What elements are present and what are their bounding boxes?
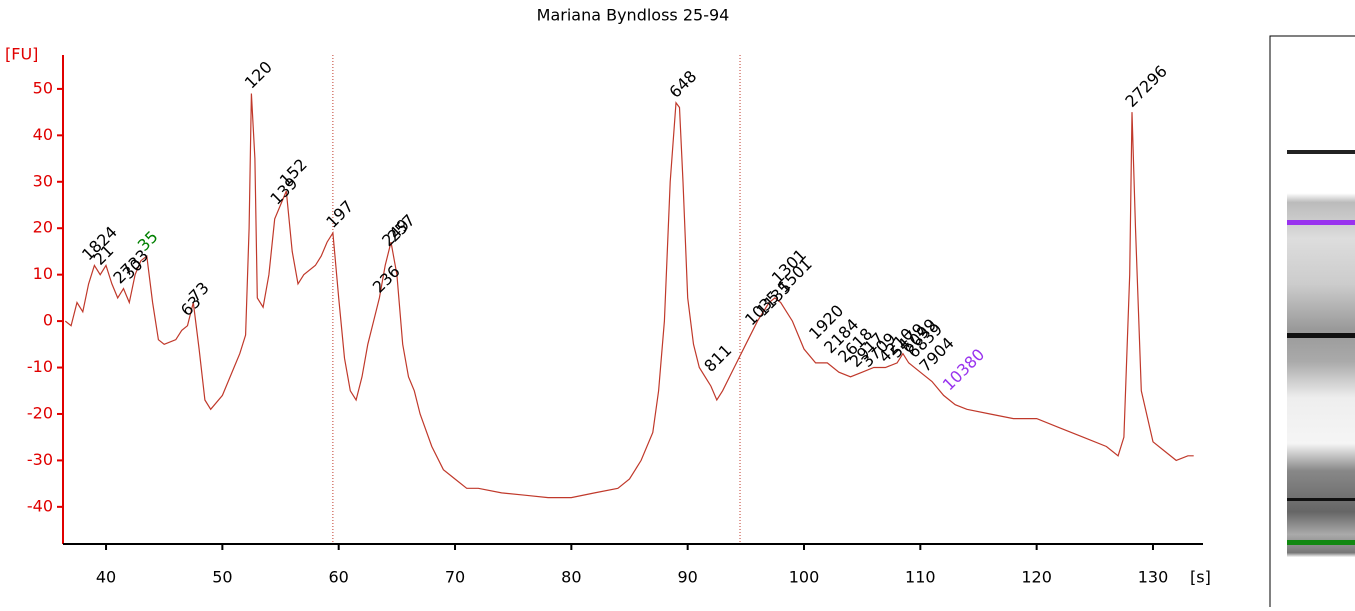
- peak-label: 120: [241, 57, 276, 92]
- y-tick-label: 40: [33, 125, 53, 144]
- peak-label: 27296: [1121, 62, 1170, 111]
- x-tick-label: 130: [1138, 568, 1169, 587]
- y-tick-label: 30: [33, 171, 53, 190]
- x-tick-label: 50: [212, 568, 232, 587]
- x-tick-label: 70: [445, 568, 465, 587]
- y-tick-label: 10: [33, 264, 53, 283]
- y-tick-label: -30: [27, 450, 53, 469]
- x-tick-label: 90: [677, 568, 697, 587]
- x-tick-label: 60: [329, 568, 349, 587]
- x-tick-label: 120: [1021, 568, 1052, 587]
- x-axis-label: [s]: [1190, 568, 1211, 587]
- gel-marker-band: [1287, 540, 1355, 545]
- chart-title: Mariana Byndloss 25-94: [537, 6, 730, 25]
- y-tick-label: -10: [27, 357, 53, 376]
- peak-label: 811: [700, 341, 735, 376]
- trace: [64, 93, 1194, 499]
- gel-band: [1287, 333, 1355, 338]
- y-tick-label: 50: [33, 78, 53, 97]
- gel-lane: [1269, 35, 1355, 611]
- gel-bands: [1287, 125, 1355, 580]
- y-tick-label: 20: [33, 218, 53, 237]
- gel-band: [1287, 150, 1355, 154]
- x-tick-label: 100: [789, 568, 820, 587]
- y-tick-label: 0: [43, 311, 53, 330]
- x-tick-label: 80: [561, 568, 581, 587]
- x-tick-label: 110: [905, 568, 936, 587]
- y-tick-label: -40: [27, 496, 53, 515]
- peak-label: 648: [665, 67, 700, 102]
- x-tick-label: 40: [96, 568, 116, 587]
- peak-label: 197: [322, 197, 357, 232]
- gel-marker-band: [1287, 220, 1355, 225]
- y-tick-label: -20: [27, 403, 53, 422]
- y-axis-label: [FU]: [5, 45, 38, 64]
- gel-band: [1287, 498, 1355, 501]
